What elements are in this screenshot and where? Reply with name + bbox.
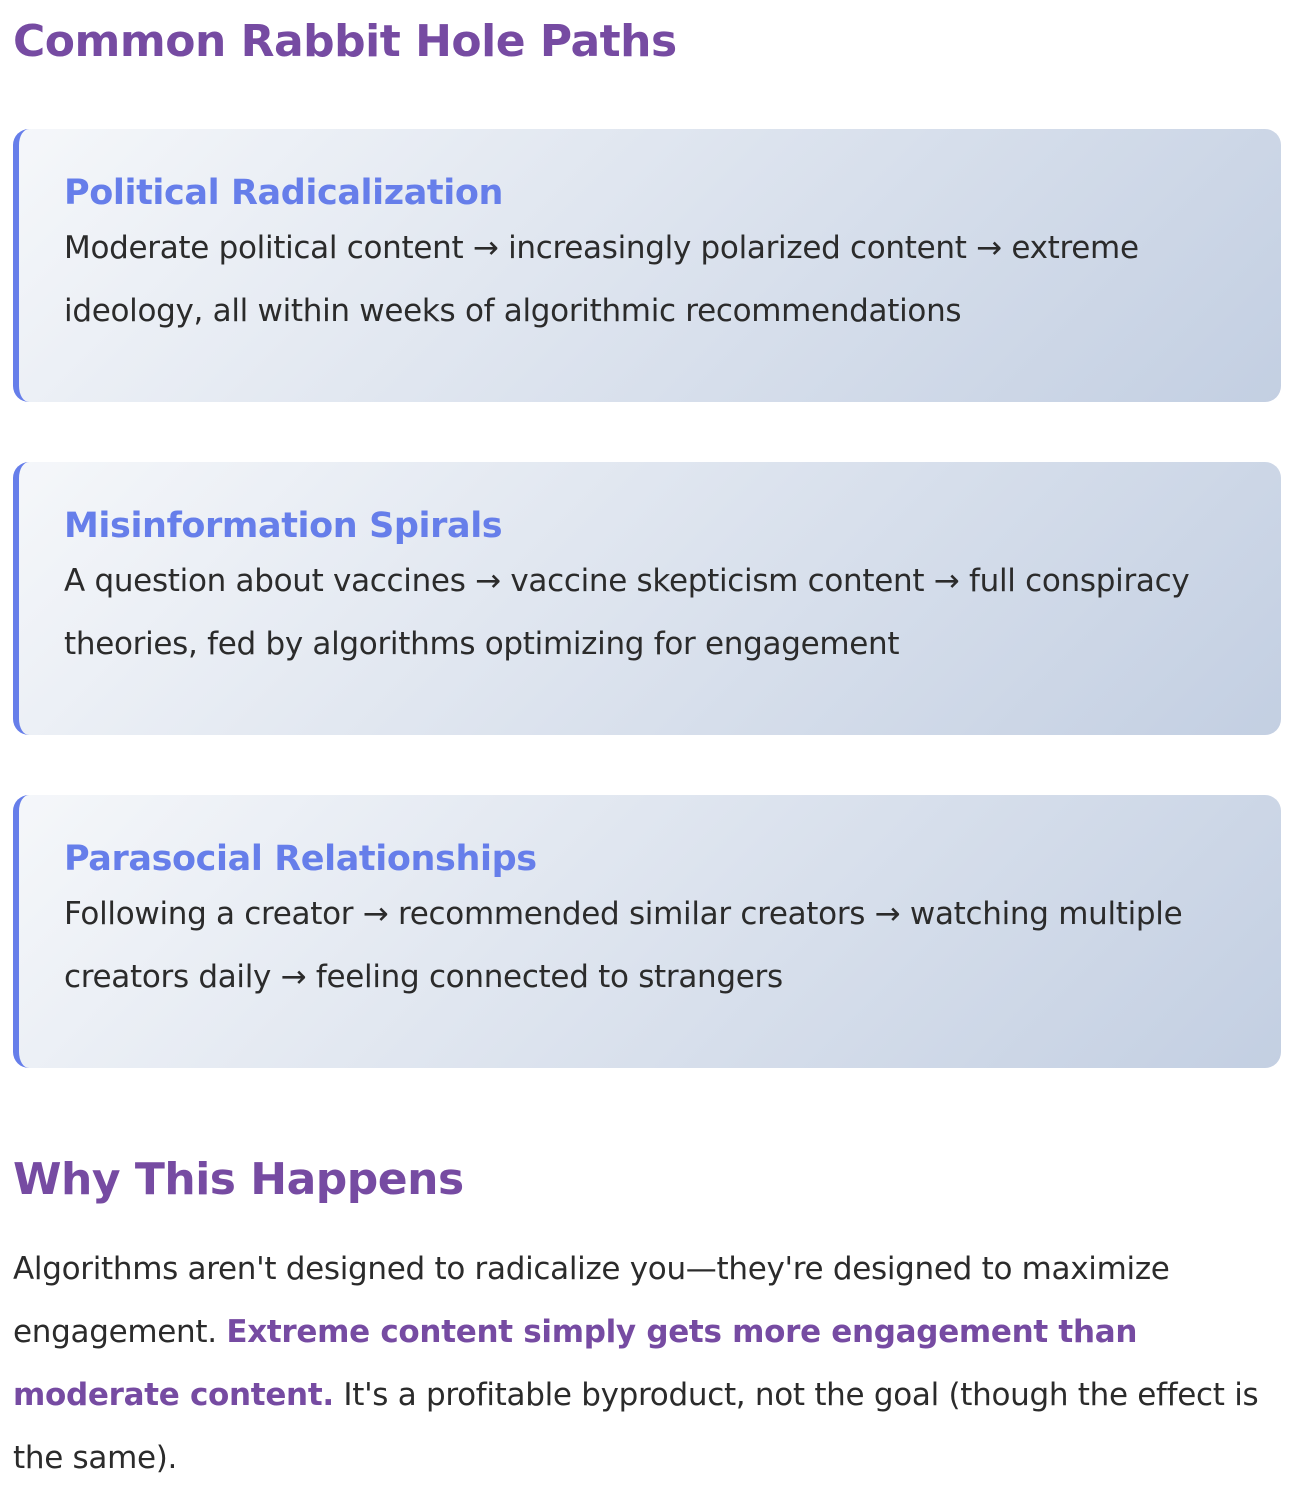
path-card-parasocial-relationships: Parasocial Relationships Following a cre… — [13, 795, 1281, 1068]
why-text-after: It's a profitable byproduct, not the goa… — [13, 1377, 1259, 1476]
why-paragraph: Algorithms aren't designed to radicalize… — [13, 1238, 1281, 1490]
path-card-description: Moderate political content → increasingl… — [64, 230, 1139, 329]
path-card-misinformation-spirals: Misinformation Spirals A question about … — [13, 462, 1281, 735]
path-card-political-radicalization: Political Radicalization Moderate politi… — [13, 129, 1281, 402]
article-content: Common Rabbit Hole Paths Political Radic… — [13, 0, 1281, 1490]
path-card-description: Following a creator → recommended simila… — [64, 896, 1183, 995]
section-heading-rabbit-hole-paths: Common Rabbit Hole Paths — [13, 16, 677, 67]
section-heading-why-this-happens: Why This Happens — [13, 1154, 464, 1205]
path-card-title: Misinformation Spirals — [64, 506, 503, 546]
path-card-title: Parasocial Relationships — [64, 839, 537, 879]
path-card-description: A question about vaccines → vaccine skep… — [64, 563, 1190, 662]
path-card-title: Political Radicalization — [64, 173, 504, 213]
why-emphasis: Extreme content simply gets more engagem… — [13, 1314, 1138, 1413]
why-text-before: Algorithms aren't designed to radicalize… — [13, 1251, 1170, 1350]
